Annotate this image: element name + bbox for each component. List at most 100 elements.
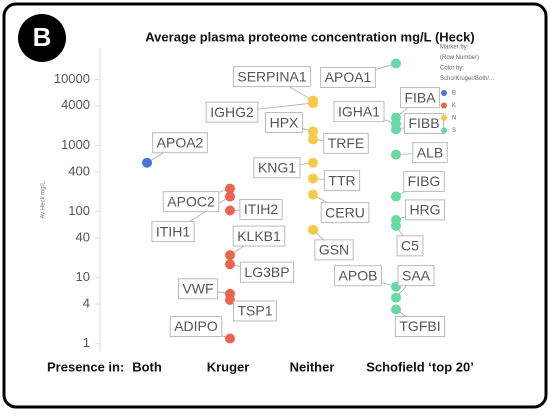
legend-title: Color by: [440,66,464,72]
y-tick-label: 100 [68,203,90,218]
point-label: IGHA1 [338,103,380,119]
point-label: KNG1 [258,159,296,175]
point [225,333,235,344]
label-box [396,235,424,257]
point-label: HPX [270,114,299,130]
point-label: HRG [409,202,440,218]
point-label: APOA2 [157,134,204,150]
label-box [205,101,259,123]
label-box [232,300,278,322]
y-tick-label: 400 [68,163,90,178]
point [308,173,318,184]
label-box [399,87,441,109]
label-box [403,170,445,192]
label-box [152,132,208,154]
label-box [232,66,312,88]
y-tick-label: 10 [76,269,90,284]
x-tick-label: Both [132,359,162,374]
y-tick-label: 4000 [61,97,90,112]
label-box [162,191,220,213]
point [308,189,318,200]
point-label: APOB [339,267,378,283]
x-tick-label: Neither [290,359,335,374]
legend-label: N [452,116,456,122]
point [225,191,235,202]
label-box [314,239,354,261]
chart-title: Average plasma proteome concentration mg… [145,29,474,44]
point-label: FIBA [404,89,436,105]
label-box [404,199,446,221]
y-tick-label: 4 [83,295,90,310]
legend-swatch [441,90,447,96]
point-label: TRFE [328,135,365,151]
label-box [403,113,445,135]
point-label: VWF [182,281,213,297]
panel-label: B [33,22,52,52]
panel-badge [18,14,66,62]
label-box [232,225,286,247]
point-label: SAA [402,267,431,283]
point-label: C5 [401,238,419,254]
point [308,126,318,137]
label-box [412,142,448,164]
legend-title: (Row Number) [440,55,479,61]
point [308,224,318,235]
point-label: FIBG [408,173,441,189]
x-axis-label: Presence in: [47,359,124,374]
legend-title: Marker by: [440,45,469,51]
point [225,183,235,194]
point [391,304,401,315]
point [391,149,401,160]
label-box [397,265,435,287]
point [308,98,318,109]
point-label: GSN [319,242,349,258]
point-label: ADIPO [174,318,218,334]
point [308,157,318,168]
point [225,250,235,261]
point [391,58,401,69]
label-box [334,265,382,287]
label-box [177,278,219,300]
y-axis-label: Av Heck mg/L [41,181,47,219]
point [142,157,152,168]
point [391,124,401,135]
point-label: ITIH1 [156,223,190,239]
label-box [239,199,283,221]
point [391,292,401,303]
point-label: LG3BP [244,264,289,280]
point [308,134,318,145]
point [225,205,235,216]
point-label: TTR [328,172,355,188]
point-label: ALB [417,144,443,160]
legend-label: K [452,103,456,109]
legend-swatch [441,102,447,109]
point-label: FIBB [408,115,439,131]
legend-label: S [452,128,456,134]
point [225,294,235,305]
legend-swatch [441,115,447,121]
x-tick-label: Kruger [207,359,250,374]
point [225,259,235,270]
point-label: CERU [325,204,365,220]
label-box [265,112,303,134]
point-label: KLKB1 [237,228,281,244]
label-box [320,66,376,88]
label-box [253,157,301,179]
point-label: APOA1 [325,69,372,85]
point [391,191,401,202]
label-box [320,202,370,224]
point-label: SERPINA1 [237,68,306,84]
point [391,220,401,231]
label-box [333,101,385,123]
label-box [323,132,369,154]
point-label: ITIH2 [244,201,278,217]
y-tick-label: 40 [76,229,90,244]
y-tick-label: 1 [83,335,90,350]
legend-swatch [441,127,447,134]
legend-title: Scho/Kruger/Both/... [440,76,494,82]
point-label: TGFBI [399,318,440,334]
x-tick-label: Schofield ‘top 20’ [366,359,474,374]
point-label: APOC2 [167,193,215,209]
label-box [151,221,195,243]
